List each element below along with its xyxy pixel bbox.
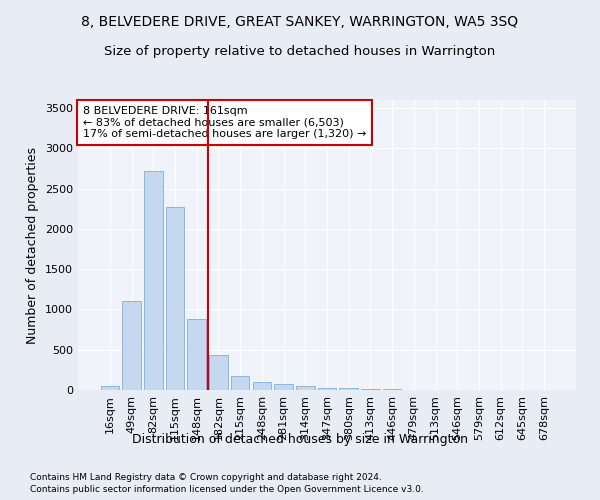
Bar: [361, 389, 380, 390]
Text: 8, BELVEDERE DRIVE, GREAT SANKEY, WARRINGTON, WA5 3SQ: 8, BELVEDERE DRIVE, GREAT SANKEY, WARRIN…: [82, 15, 518, 29]
Text: Contains HM Land Registry data © Crown copyright and database right 2024.: Contains HM Land Registry data © Crown c…: [30, 472, 382, 482]
Bar: [187, 319, 206, 390]
Bar: [166, 207, 184, 390]
Bar: [296, 386, 314, 390]
Bar: [101, 386, 119, 390]
Text: 8 BELVEDERE DRIVE: 161sqm
← 83% of detached houses are smaller (6,503)
17% of se: 8 BELVEDERE DRIVE: 161sqm ← 83% of detac…: [83, 106, 367, 139]
Bar: [209, 356, 227, 390]
Bar: [144, 171, 163, 390]
Bar: [122, 302, 141, 390]
Bar: [274, 384, 293, 390]
Bar: [318, 388, 336, 390]
Text: Distribution of detached houses by size in Warrington: Distribution of detached houses by size …: [132, 432, 468, 446]
Bar: [340, 388, 358, 390]
Bar: [253, 382, 271, 390]
Bar: [231, 376, 250, 390]
Y-axis label: Number of detached properties: Number of detached properties: [26, 146, 40, 344]
Text: Size of property relative to detached houses in Warrington: Size of property relative to detached ho…: [104, 45, 496, 58]
Text: Contains public sector information licensed under the Open Government Licence v3: Contains public sector information licen…: [30, 485, 424, 494]
